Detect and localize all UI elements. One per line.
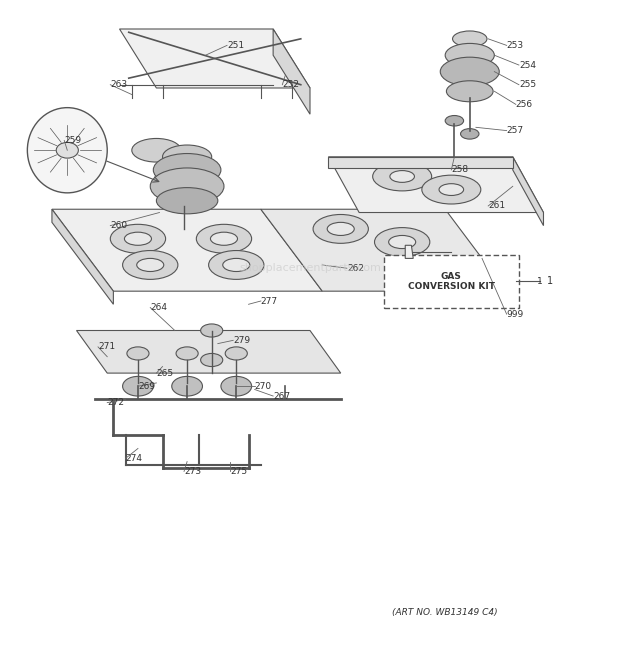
Ellipse shape: [162, 145, 211, 169]
Ellipse shape: [123, 376, 153, 396]
Ellipse shape: [327, 222, 354, 235]
Text: 999: 999: [507, 309, 524, 319]
Ellipse shape: [125, 232, 151, 245]
Text: 270: 270: [255, 381, 272, 391]
Polygon shape: [120, 29, 310, 88]
Text: 254: 254: [519, 61, 536, 69]
Text: 259: 259: [64, 136, 81, 145]
Text: 277: 277: [261, 297, 278, 305]
Ellipse shape: [150, 168, 224, 205]
Ellipse shape: [225, 347, 247, 360]
Polygon shape: [405, 245, 413, 258]
Text: 251: 251: [227, 41, 244, 50]
Ellipse shape: [453, 31, 487, 47]
Polygon shape: [52, 210, 322, 292]
Ellipse shape: [153, 153, 221, 186]
Text: 273: 273: [184, 467, 201, 476]
Ellipse shape: [132, 138, 181, 162]
Ellipse shape: [123, 251, 178, 280]
Polygon shape: [329, 157, 513, 168]
Polygon shape: [261, 210, 507, 292]
Text: 265: 265: [156, 369, 174, 377]
Text: 258: 258: [451, 165, 469, 175]
Circle shape: [27, 108, 107, 193]
Text: 253: 253: [507, 41, 524, 50]
Text: 279: 279: [233, 336, 250, 345]
Ellipse shape: [176, 347, 198, 360]
Ellipse shape: [201, 354, 223, 367]
Polygon shape: [52, 210, 113, 304]
Text: 256: 256: [516, 100, 533, 109]
Text: 272: 272: [107, 398, 124, 407]
Ellipse shape: [127, 347, 149, 360]
Ellipse shape: [221, 376, 252, 396]
FancyBboxPatch shape: [384, 255, 519, 307]
Ellipse shape: [446, 81, 493, 102]
Ellipse shape: [210, 232, 237, 245]
Text: 274: 274: [126, 454, 143, 463]
Ellipse shape: [313, 214, 368, 243]
Polygon shape: [76, 330, 341, 373]
Ellipse shape: [461, 129, 479, 139]
Polygon shape: [329, 157, 544, 213]
Ellipse shape: [389, 235, 415, 249]
Ellipse shape: [440, 58, 499, 86]
Text: 275: 275: [230, 467, 247, 476]
Ellipse shape: [422, 175, 481, 204]
Text: 269: 269: [138, 381, 155, 391]
Text: GAS
CONVERSION KIT: GAS CONVERSION KIT: [408, 272, 495, 291]
Ellipse shape: [374, 227, 430, 256]
Ellipse shape: [223, 258, 250, 272]
Ellipse shape: [390, 171, 414, 182]
Ellipse shape: [137, 258, 164, 272]
Text: 252: 252: [282, 80, 299, 89]
Text: 267: 267: [273, 391, 290, 401]
Text: 257: 257: [507, 126, 524, 135]
Ellipse shape: [439, 184, 464, 196]
Text: 262: 262: [347, 264, 364, 273]
Text: (ART NO. WB13149 C4): (ART NO. WB13149 C4): [392, 608, 498, 617]
Polygon shape: [513, 157, 544, 225]
Text: 264: 264: [150, 303, 167, 312]
Text: 263: 263: [110, 80, 128, 89]
Ellipse shape: [156, 188, 218, 214]
Ellipse shape: [172, 376, 203, 396]
Ellipse shape: [201, 324, 223, 337]
Text: 255: 255: [519, 80, 536, 89]
Ellipse shape: [373, 162, 432, 191]
Text: 260: 260: [110, 221, 128, 230]
Polygon shape: [273, 29, 310, 114]
Ellipse shape: [445, 44, 494, 67]
Ellipse shape: [197, 224, 252, 253]
Text: 261: 261: [488, 202, 505, 210]
Text: 1: 1: [538, 277, 543, 286]
Text: shopplacementparts.com: shopplacementparts.com: [239, 263, 381, 273]
Ellipse shape: [445, 116, 464, 126]
Text: 271: 271: [98, 342, 115, 352]
Ellipse shape: [56, 142, 78, 158]
Text: 1: 1: [547, 276, 552, 286]
Ellipse shape: [208, 251, 264, 280]
Ellipse shape: [110, 224, 166, 253]
